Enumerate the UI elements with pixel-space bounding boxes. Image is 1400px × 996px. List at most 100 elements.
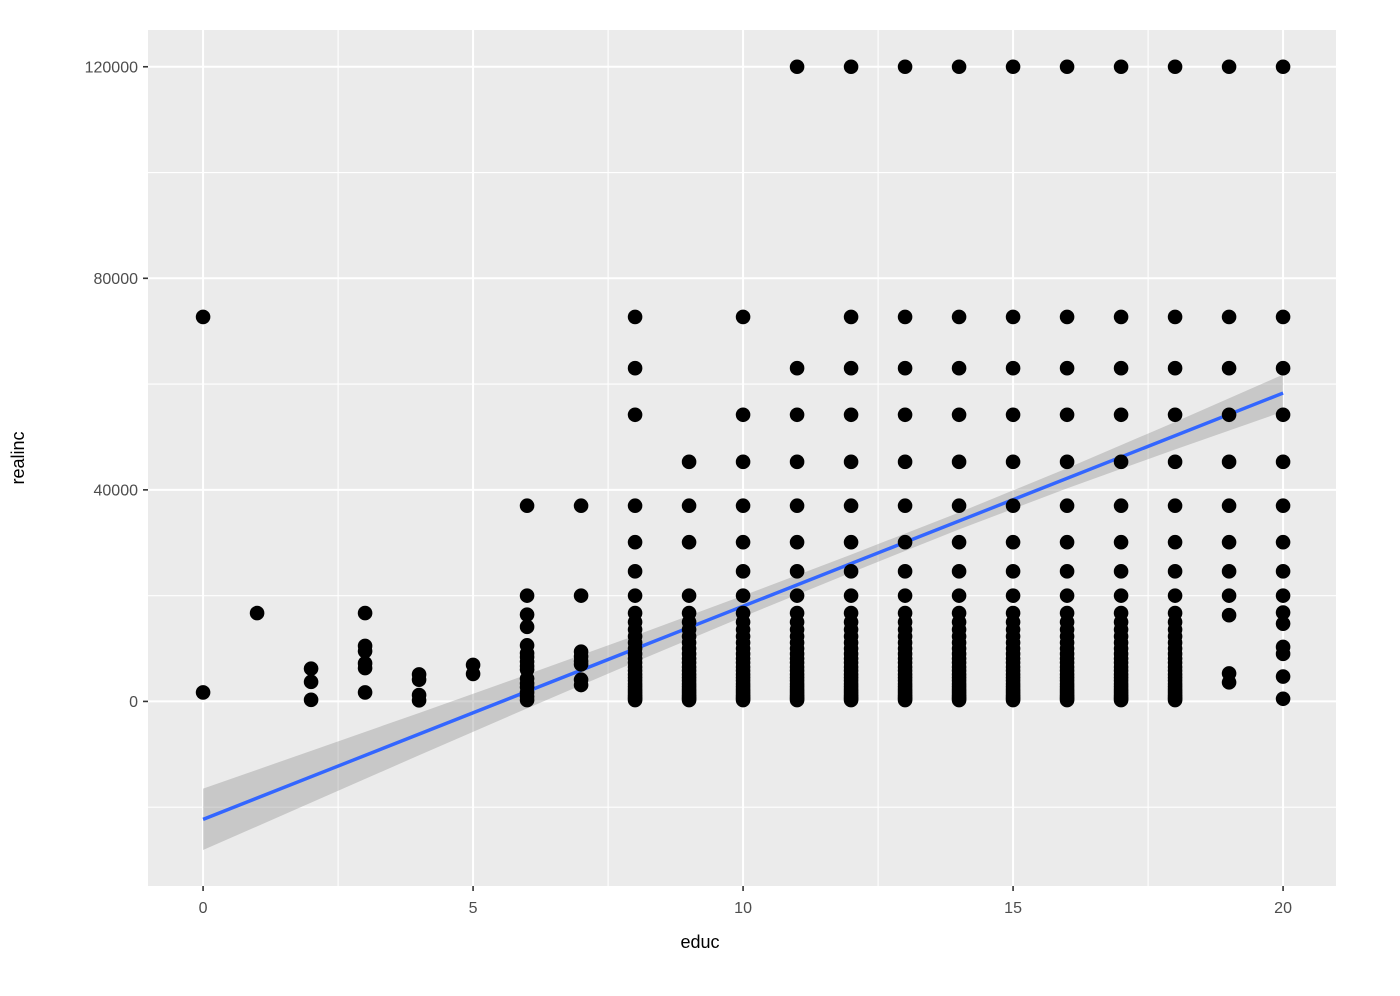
data-point bbox=[1221, 498, 1237, 514]
data-point bbox=[1221, 607, 1237, 623]
data-point bbox=[1167, 498, 1183, 514]
data-point bbox=[735, 498, 751, 514]
data-point bbox=[843, 534, 859, 550]
data-point bbox=[951, 588, 967, 603]
data-point bbox=[1167, 59, 1183, 75]
data-point bbox=[843, 59, 859, 75]
x-axis-title: educ bbox=[680, 932, 720, 952]
data-point bbox=[951, 309, 967, 325]
data-point bbox=[843, 309, 859, 325]
data-point bbox=[465, 666, 481, 682]
data-point bbox=[357, 605, 373, 621]
data-point bbox=[897, 360, 913, 376]
data-point bbox=[411, 672, 427, 688]
data-point bbox=[1059, 564, 1075, 579]
data-point bbox=[1275, 498, 1291, 514]
data-point bbox=[681, 588, 697, 603]
data-point bbox=[789, 360, 805, 376]
data-point bbox=[303, 692, 319, 708]
data-point bbox=[1059, 692, 1075, 708]
data-point bbox=[951, 564, 967, 579]
data-point bbox=[735, 692, 751, 708]
data-point bbox=[1275, 59, 1291, 75]
data-point bbox=[627, 360, 643, 376]
data-point bbox=[627, 407, 643, 423]
data-point bbox=[951, 454, 967, 470]
data-point bbox=[951, 692, 967, 708]
data-point bbox=[195, 685, 211, 700]
data-point bbox=[789, 534, 805, 550]
data-point bbox=[681, 454, 697, 470]
data-point bbox=[1059, 360, 1075, 376]
data-point bbox=[411, 693, 427, 708]
x-tick-label: 15 bbox=[1004, 900, 1022, 917]
data-point bbox=[1059, 309, 1075, 325]
data-point bbox=[951, 407, 967, 423]
data-point bbox=[1221, 59, 1237, 75]
data-point bbox=[195, 309, 211, 325]
data-point bbox=[1167, 564, 1183, 579]
data-point bbox=[735, 564, 751, 579]
data-point bbox=[1221, 588, 1237, 603]
data-point bbox=[573, 677, 589, 693]
data-point bbox=[1275, 588, 1291, 603]
data-point bbox=[1113, 692, 1129, 708]
data-point bbox=[249, 605, 265, 621]
data-point bbox=[1275, 534, 1291, 550]
data-point bbox=[681, 534, 697, 550]
x-tick-label: 20 bbox=[1274, 900, 1292, 917]
data-point bbox=[1113, 498, 1129, 514]
data-point bbox=[951, 360, 967, 376]
data-point bbox=[1005, 360, 1021, 376]
data-point bbox=[519, 619, 535, 635]
data-point bbox=[681, 692, 697, 708]
data-point bbox=[1113, 360, 1129, 376]
data-point bbox=[843, 360, 859, 376]
data-point bbox=[897, 588, 913, 603]
data-point bbox=[627, 588, 643, 603]
data-point bbox=[735, 309, 751, 325]
data-point bbox=[1221, 454, 1237, 470]
data-point bbox=[303, 661, 319, 676]
data-point bbox=[519, 692, 535, 708]
data-point bbox=[1113, 407, 1129, 423]
data-point bbox=[1167, 588, 1183, 603]
data-point bbox=[1275, 616, 1291, 631]
y-tick-label: 0 bbox=[129, 694, 138, 711]
data-point bbox=[1221, 675, 1237, 690]
data-point bbox=[1113, 534, 1129, 550]
data-point bbox=[897, 59, 913, 75]
data-point bbox=[1221, 407, 1237, 423]
data-point bbox=[843, 564, 859, 579]
data-point bbox=[627, 692, 643, 708]
data-point bbox=[843, 588, 859, 603]
data-point bbox=[357, 643, 373, 659]
data-point bbox=[1005, 588, 1021, 603]
data-point bbox=[627, 534, 643, 550]
data-point bbox=[843, 407, 859, 423]
data-point bbox=[843, 498, 859, 514]
data-point bbox=[573, 657, 589, 672]
data-point bbox=[1059, 498, 1075, 514]
y-tick-label: 120000 bbox=[85, 59, 138, 76]
data-point bbox=[789, 407, 805, 423]
data-point bbox=[1167, 692, 1183, 708]
data-point bbox=[1221, 309, 1237, 325]
data-point bbox=[1059, 588, 1075, 603]
data-point bbox=[1167, 534, 1183, 550]
data-point bbox=[1059, 534, 1075, 550]
data-point bbox=[1275, 605, 1291, 620]
data-point bbox=[1221, 534, 1237, 550]
data-point bbox=[897, 692, 913, 708]
data-point bbox=[1167, 309, 1183, 325]
data-point bbox=[789, 692, 805, 708]
data-point bbox=[843, 454, 859, 470]
data-point bbox=[1167, 360, 1183, 376]
data-point bbox=[735, 407, 751, 423]
data-point bbox=[1221, 360, 1237, 376]
x-tick-label: 5 bbox=[469, 900, 478, 917]
y-tick-label: 80000 bbox=[94, 271, 139, 288]
data-point bbox=[789, 498, 805, 514]
data-point bbox=[1005, 498, 1021, 514]
data-point bbox=[627, 498, 643, 514]
